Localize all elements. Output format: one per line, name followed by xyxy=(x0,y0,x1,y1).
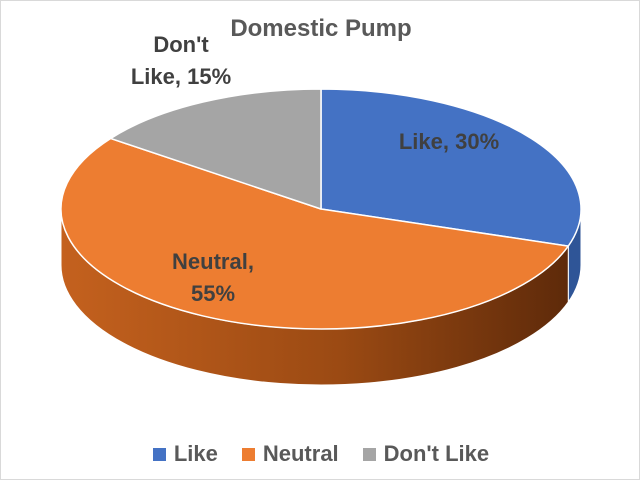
pie-top xyxy=(60,88,582,330)
data-label-like: Like, 30% xyxy=(399,129,499,154)
legend-label-neutral: Neutral xyxy=(262,441,339,466)
pie-labels: Like, 30% Neutral, 55% Don't Like, 15% xyxy=(131,32,499,306)
pie-slice-neutral xyxy=(60,137,570,330)
legend: Like Neutral Don't Like xyxy=(1,441,640,467)
data-label-neutral: Neutral, 55% xyxy=(172,249,254,306)
legend-item-dont-like: Don't Like xyxy=(362,441,490,467)
legend-swatch-neutral xyxy=(241,447,255,461)
data-label-don-t-like: Don't Like, 15% xyxy=(131,32,231,89)
legend-swatch-like xyxy=(152,447,166,461)
legend-label-dont-like: Don't Like xyxy=(383,441,490,466)
legend-swatch-dont-like xyxy=(362,447,376,461)
pie-slice-like xyxy=(320,88,582,247)
legend-item-neutral: Neutral xyxy=(241,441,339,467)
pie-chart: Like, 30% Neutral, 55% Don't Like, 15% xyxy=(60,32,582,386)
chart-title: Domestic Pump xyxy=(230,15,412,42)
legend-item-like: Like xyxy=(152,441,218,467)
pie-slice-don-t-like xyxy=(109,88,322,210)
legend-label-like: Like xyxy=(173,441,218,466)
